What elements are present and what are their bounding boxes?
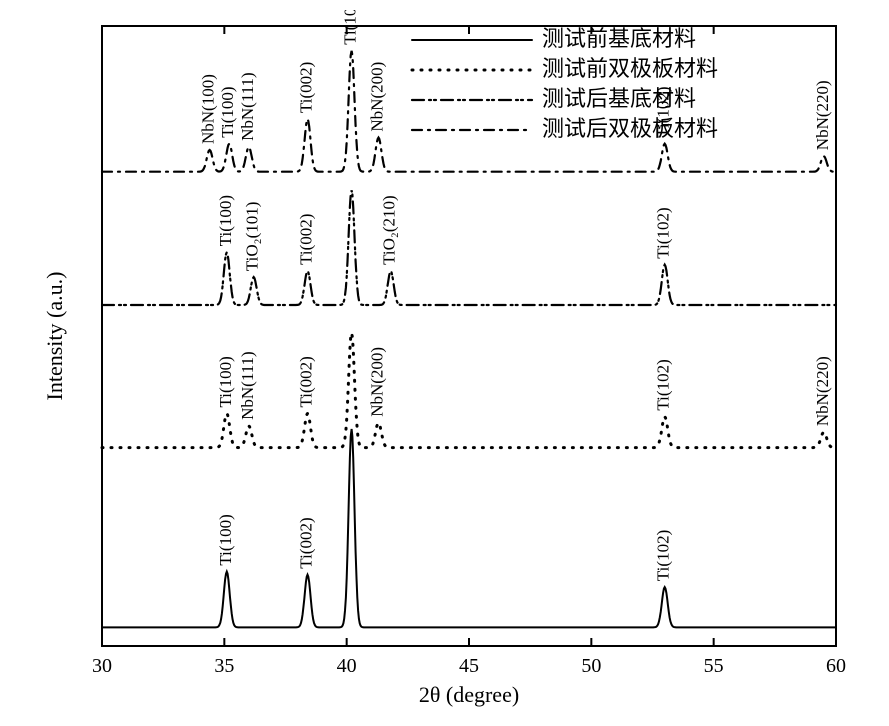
peak-label: NbN(220) <box>813 356 832 426</box>
peak-label: Ti(100) <box>216 514 235 565</box>
x-tick-label: 55 <box>704 655 724 677</box>
peak-label: Ti(102) <box>341 10 360 45</box>
legend-label: 测试前基底材料 <box>542 26 696 51</box>
peak-label: NbN(200) <box>367 62 386 132</box>
x-tick-label: 30 <box>92 655 112 677</box>
peak-label: Ti(002) <box>297 214 316 265</box>
x-axis-label: 2θ (degree) <box>419 682 519 707</box>
x-tick-label: 35 <box>214 655 234 677</box>
chart-svg: 30 35 40 45 50 55 60 2θ (degree) Intensity (a.u.… <box>10 10 879 716</box>
xrd-chart: 30 35 40 45 50 55 60 2θ (degree) Intensity (a.u.… <box>10 10 879 716</box>
x-tick-label: 45 <box>459 655 479 677</box>
peak-label: TiO₂(210) <box>380 195 399 265</box>
peak-label: Ti(100) <box>216 356 235 407</box>
peak-label: NbN(111) <box>238 351 257 420</box>
peak-label: Ti(102) <box>654 359 673 410</box>
x-tick-label: 40 <box>337 655 357 677</box>
legend-label: 测试后双极板材料 <box>542 116 718 141</box>
peak-label: Ti(100) <box>216 195 235 246</box>
peak-label: NbN(100) <box>199 74 218 144</box>
legend-label: 测试前双极板材料 <box>542 56 718 81</box>
x-tick-label: 50 <box>581 655 601 677</box>
peak-label: NbN(220) <box>813 80 832 150</box>
legend-label: 测试后基底材料 <box>542 86 696 111</box>
peak-label: Ti(100) <box>218 86 237 137</box>
peak-label: NbN(111) <box>238 72 257 141</box>
x-tick-label: 60 <box>826 655 846 677</box>
peak-label: Ti(102) <box>654 530 673 581</box>
peak-label: Ti(102) <box>654 207 673 258</box>
peak-label: Ti(002) <box>297 517 316 568</box>
peak-label: Ti(002) <box>297 356 316 407</box>
y-axis-label: Intensity (a.u.) <box>42 272 67 401</box>
peak-label: NbN(200) <box>367 347 386 417</box>
peak-label: TiO₂(101) <box>243 202 262 272</box>
peak-label: Ti(002) <box>297 62 316 113</box>
